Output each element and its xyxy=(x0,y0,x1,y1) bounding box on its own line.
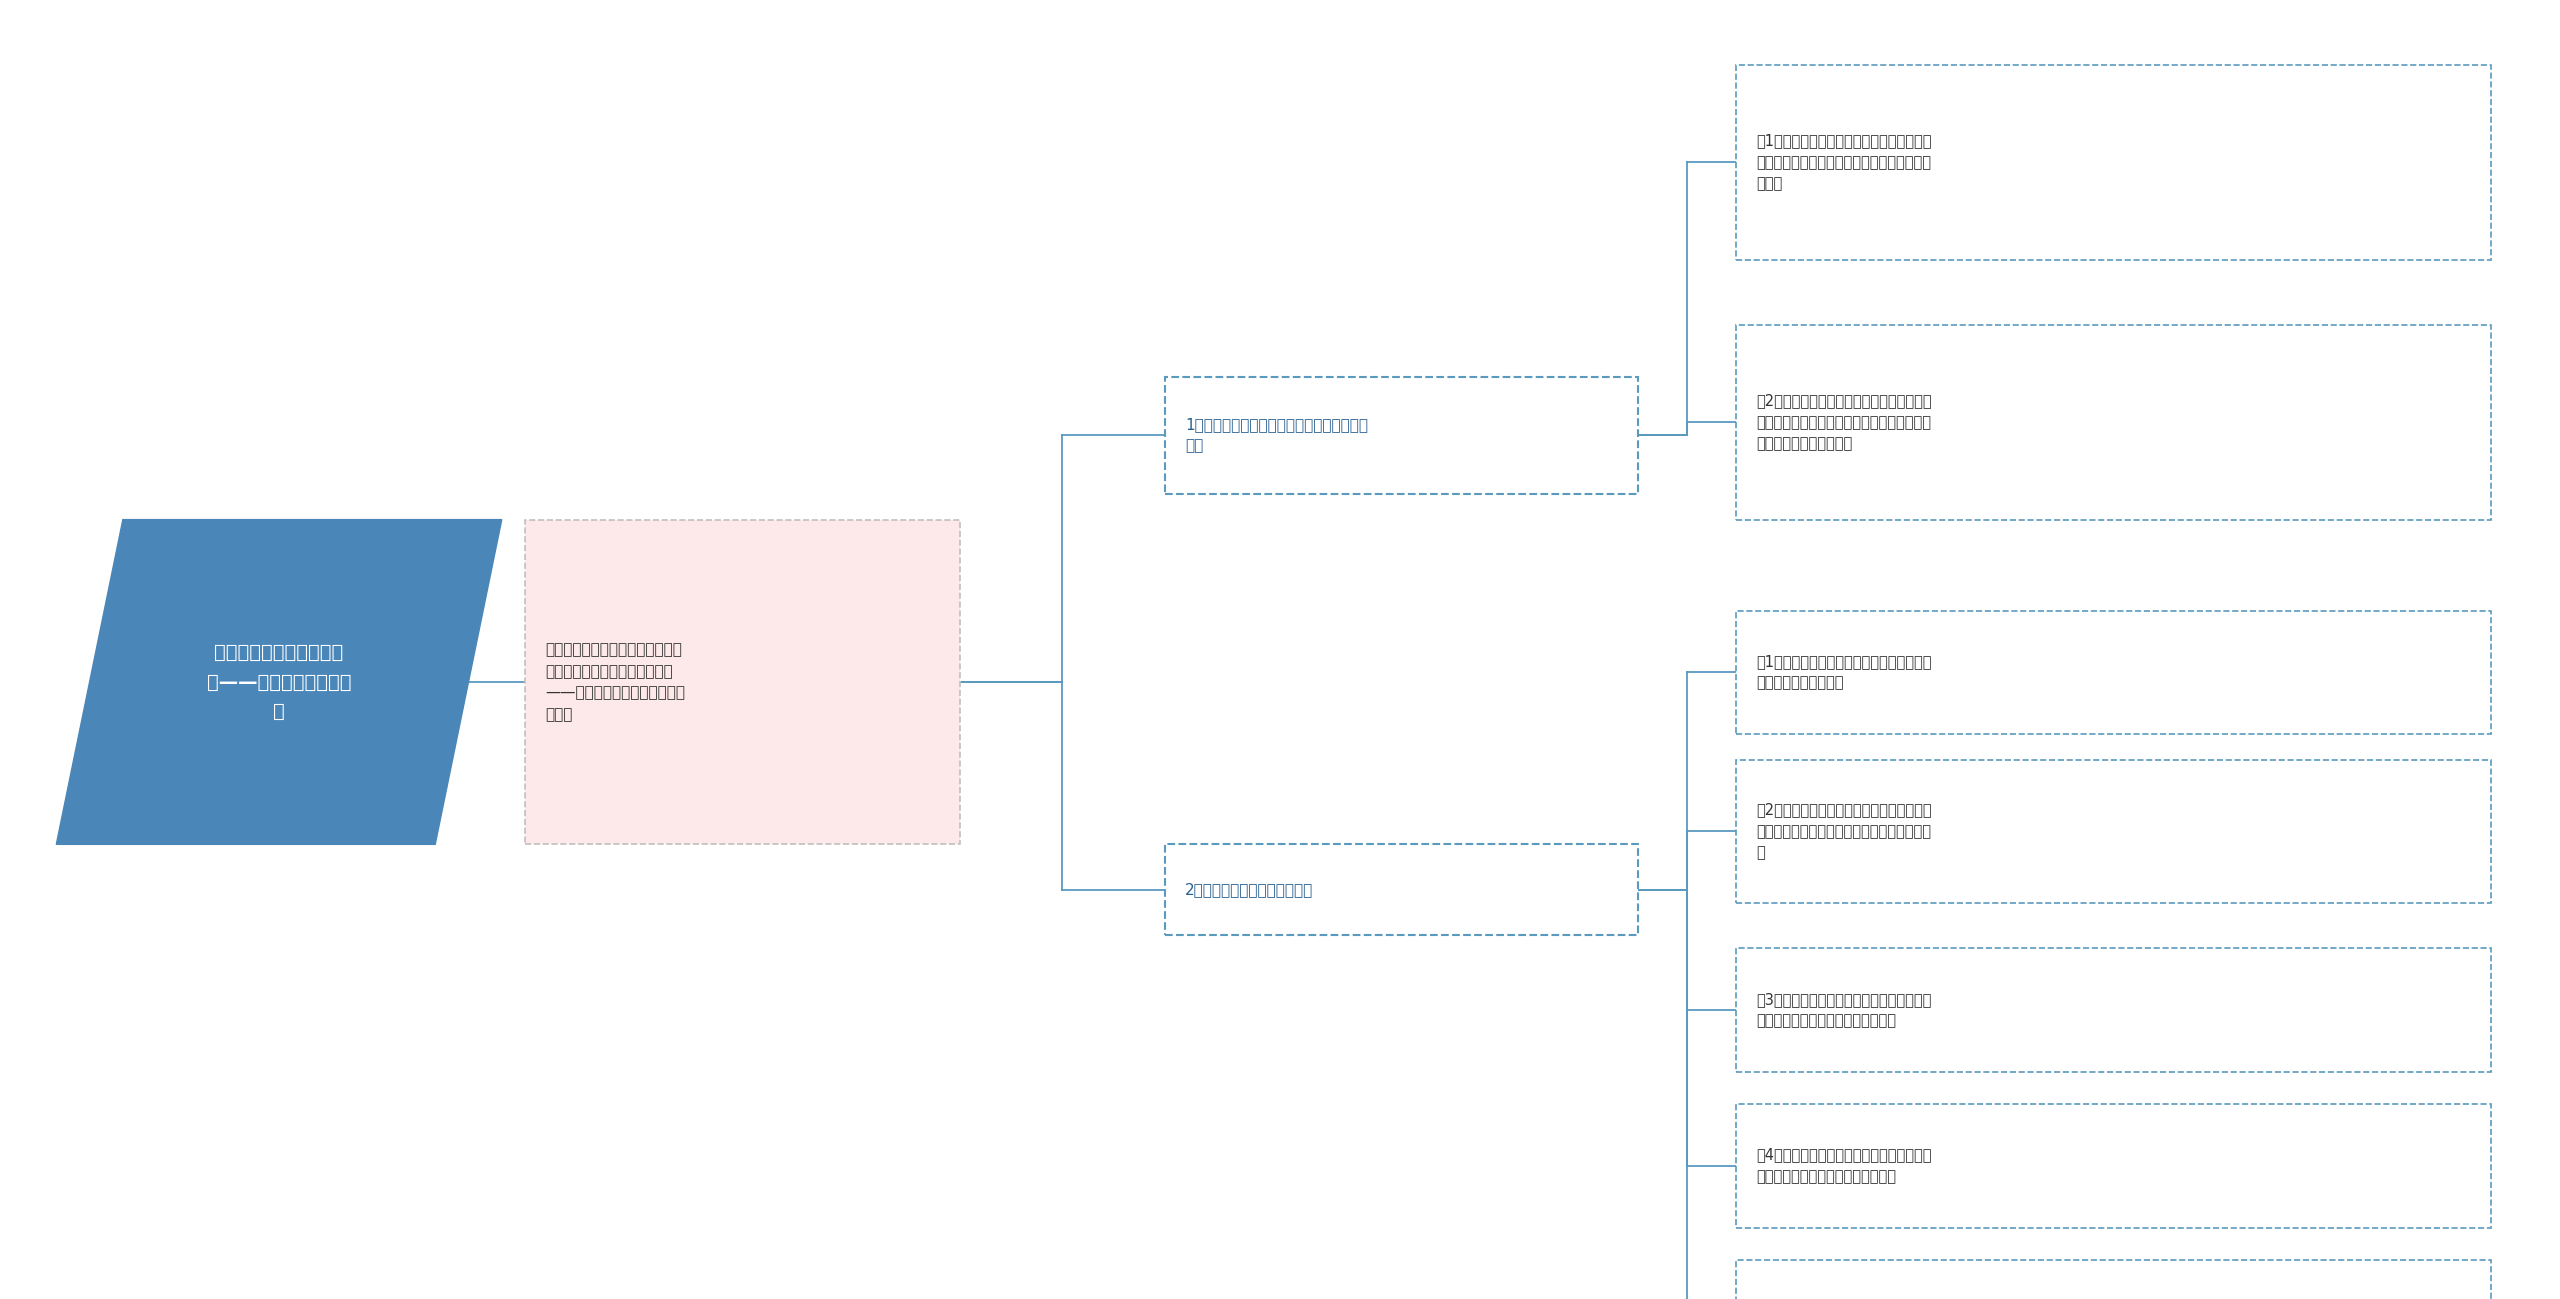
Text: （3）申请材料存在可以当场更正的错误的，
行政机关应当允许申请人当场更正；: （3）申请材料存在可以当场更正的错误的， 行政机关应当允许申请人当场更正； xyxy=(1756,991,1933,1029)
Polygon shape xyxy=(56,520,502,844)
FancyBboxPatch shape xyxy=(1736,948,2491,1072)
Text: 有关执业药师药事管理与法规，以
下是药品监督管理行政法律制度
——行政许可申请与受理，具体
如下：: 有关执业药师药事管理与法规，以 下是药品监督管理行政法律制度 ——行政许可申请与… xyxy=(545,642,686,722)
Text: （2）申请事项不属于本行政机关职权范围的
，行政机关负有告知其向有权机关申请的义务
；: （2）申请事项不属于本行政机关职权范围的 ，行政机关负有告知其向有权机关申请的义… xyxy=(1756,803,1933,860)
Text: （4）申请材料不全需要补全的，行政机关应
当在法定期限内一次性告知申请人；: （4）申请材料不全需要补全的，行政机关应 当在法定期限内一次性告知申请人； xyxy=(1756,1147,1933,1185)
FancyBboxPatch shape xyxy=(1736,325,2491,520)
FancyBboxPatch shape xyxy=(1165,844,1638,935)
FancyBboxPatch shape xyxy=(1165,377,1638,494)
Text: （1）申请事项不需要取得行政许可的，行政
机关负有告知的义务；: （1）申请事项不需要取得行政许可的，行政 机关负有告知的义务； xyxy=(1756,653,1933,691)
FancyBboxPatch shape xyxy=(1736,65,2491,260)
FancyBboxPatch shape xyxy=(1736,1104,2491,1228)
FancyBboxPatch shape xyxy=(1736,1260,2491,1299)
Text: 药品监督管理行政法律制
度——行政许可申请与受
理: 药品监督管理行政法律制 度——行政许可申请与受 理 xyxy=(207,643,351,721)
FancyBboxPatch shape xyxy=(1736,760,2491,903)
FancyBboxPatch shape xyxy=(1736,611,2491,734)
Text: （2）行政机关（官）义务（职责）：提供格
式文本、公示行政许可事项和条件、对公示内
容进行解释、说明义务。: （2）行政机关（官）义务（职责）：提供格 式文本、公示行政许可事项和条件、对公示… xyxy=(1756,394,1933,451)
FancyBboxPatch shape xyxy=(525,520,960,844)
Text: 2、行政机关受理行政许可申请: 2、行政机关受理行政许可申请 xyxy=(1185,882,1313,898)
Text: （1）行政相对人（民）义务：提供真实信息
；权利：享有要求行政机关进行解释、说明的
权利；: （1）行政相对人（民）义务：提供真实信息 ；权利：享有要求行政机关进行解释、说明… xyxy=(1756,134,1933,191)
Text: 1、行政相对人（民）与行政机关（官）权利
义务: 1、行政相对人（民）与行政机关（官）权利 义务 xyxy=(1185,417,1367,453)
